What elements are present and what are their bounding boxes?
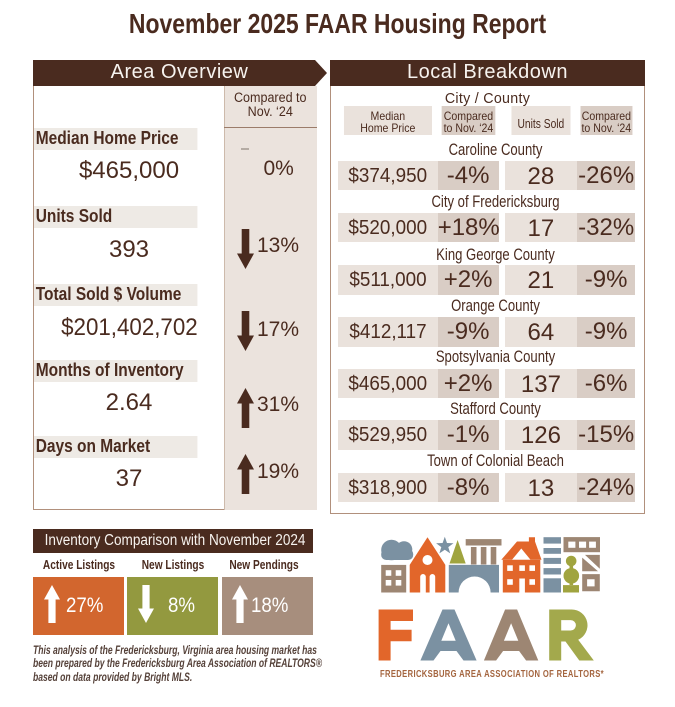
svg-text:FREDERICKSBURG AREA ASSOCIATIO: FREDERICKSBURG AREA ASSOCIATION OF REALT… [380, 669, 604, 680]
